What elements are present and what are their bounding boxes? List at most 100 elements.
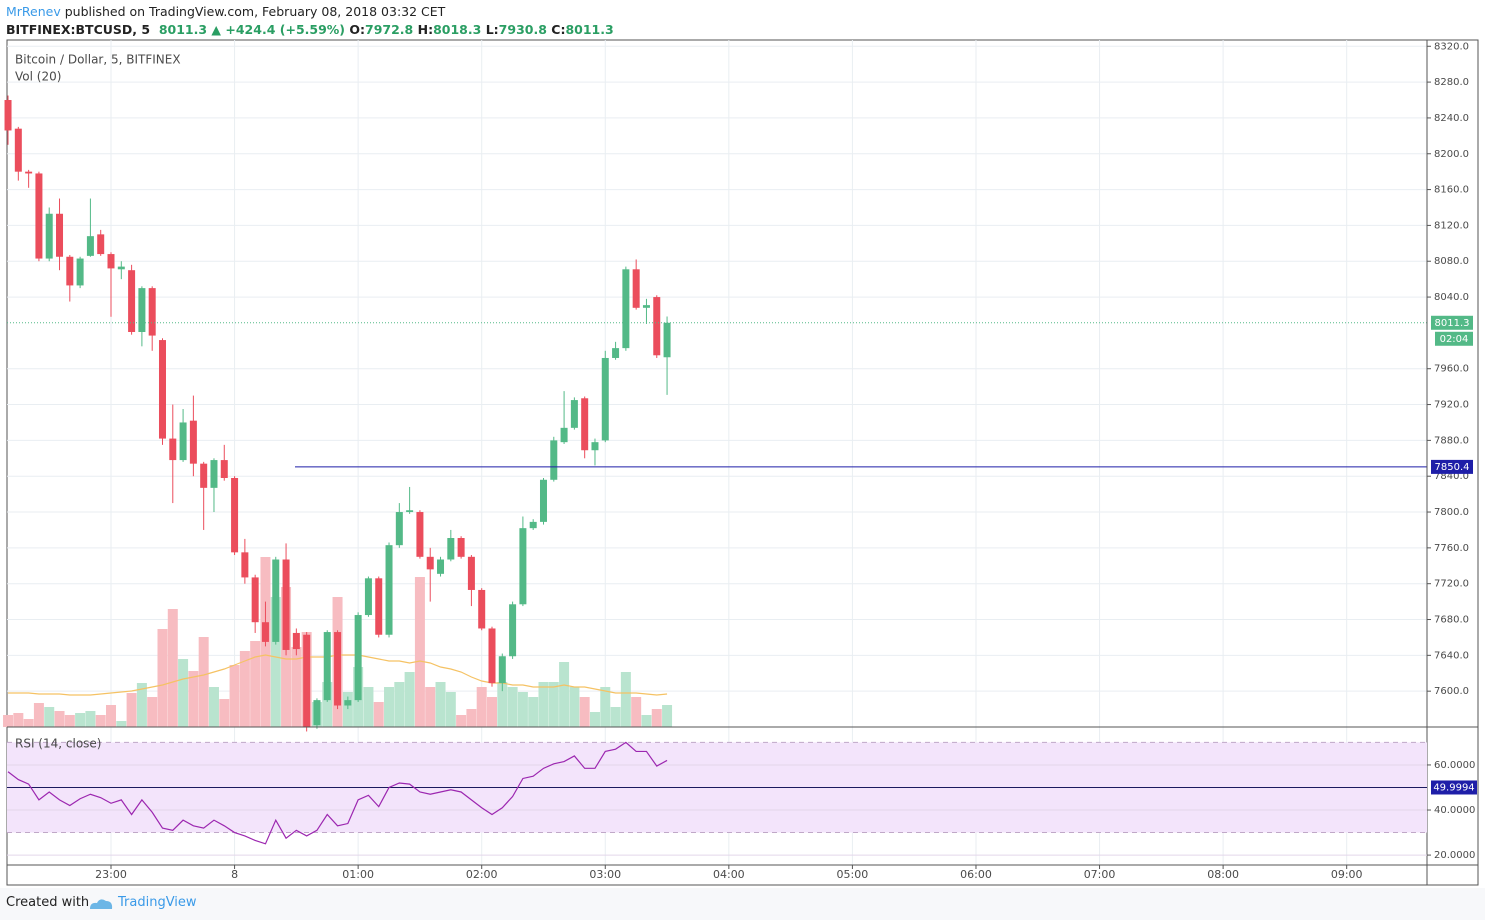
volume-bar <box>270 597 281 727</box>
rsi-tick-label: 60.0000 <box>1434 760 1475 771</box>
volume-bar <box>538 682 549 727</box>
candle-body <box>601 357 609 441</box>
volume-bar <box>620 672 631 727</box>
y-tick-label: 7760.0 <box>1434 543 1469 554</box>
published: published on TradingView.com, February 0… <box>64 4 446 19</box>
candle-body <box>509 604 517 657</box>
footer: Created with TradingView <box>0 888 1485 920</box>
y-tick-label: 8240.0 <box>1434 113 1469 124</box>
volume-bar <box>363 687 374 727</box>
candle-body <box>416 512 424 557</box>
y-tick-label: 8160.0 <box>1434 185 1469 196</box>
candle-body <box>25 171 33 174</box>
candle-body <box>313 700 321 726</box>
candle-body <box>395 512 403 546</box>
candle-body <box>591 442 599 451</box>
y-tick-label: 7960.0 <box>1434 364 1469 375</box>
candle-body <box>117 266 125 270</box>
volume-bar <box>33 703 44 727</box>
candle-body <box>467 556 475 590</box>
candle-body <box>612 348 620 358</box>
y-tick-label: 7840.0 <box>1434 471 1469 482</box>
volume-bar <box>13 713 24 727</box>
y-tick-label: 7800.0 <box>1434 507 1469 518</box>
candle-body <box>169 438 177 461</box>
x-tick-label: 23:00 <box>95 868 127 881</box>
candle-body <box>45 213 53 259</box>
last-price-label: 8011.3 <box>1435 318 1470 329</box>
candle-body <box>642 305 650 308</box>
volume-bar <box>64 715 75 727</box>
y-tick-label: 8040.0 <box>1434 292 1469 303</box>
candle-body <box>189 420 197 464</box>
volume-bar <box>651 709 662 727</box>
candle-body <box>406 510 414 513</box>
candle-body <box>292 632 300 650</box>
candle-body <box>14 128 22 172</box>
countdown: 02:04 <box>1440 334 1469 345</box>
volume-bar <box>167 609 178 727</box>
volume-bar <box>291 647 302 727</box>
y-tick-label: 8080.0 <box>1434 256 1469 267</box>
volume-bar <box>250 641 261 727</box>
y-tick-label: 7600.0 <box>1434 686 1469 697</box>
volume-bar <box>54 711 65 727</box>
l-value: 7930.8 <box>498 22 547 37</box>
h-value: 8018.3 <box>433 22 482 37</box>
candle-body <box>66 256 74 286</box>
x-tick-label: 01:00 <box>342 868 374 881</box>
volume-bar <box>528 697 539 727</box>
candle-body <box>622 269 630 349</box>
y-tick-label: 8120.0 <box>1434 220 1469 231</box>
volume-bar <box>600 687 611 727</box>
volume-bar <box>239 651 250 727</box>
rsi-level-tag <box>1431 780 1477 795</box>
last-price-tag <box>1431 315 1473 330</box>
brand[interactable]: TradingView <box>118 895 197 910</box>
volume-bar <box>3 715 14 727</box>
candle-body <box>375 578 383 635</box>
x-tick-label: 08:00 <box>1207 868 1239 881</box>
volume-bar <box>281 587 292 727</box>
volume-bar <box>517 692 528 727</box>
hline-label: 7850.4 <box>1435 462 1470 473</box>
candle-body <box>550 440 558 480</box>
volume-bar <box>342 692 353 727</box>
y-tick-label: 7640.0 <box>1434 650 1469 661</box>
volume-bar <box>147 697 158 727</box>
volume-bar <box>579 697 590 727</box>
volume-bar <box>95 715 106 727</box>
candle-body <box>385 545 393 635</box>
y-tick-label: 8320.0 <box>1434 41 1469 52</box>
x-tick-label: 09:00 <box>1331 868 1363 881</box>
volume-bar <box>157 629 168 727</box>
volume-bar <box>136 683 147 727</box>
y-tick-label: 7880.0 <box>1434 435 1469 446</box>
o-value: 7972.8 <box>365 22 414 37</box>
symbol: BITFINEX:BTCUSD, 5 <box>6 22 151 37</box>
x-tick-label: 06:00 <box>960 868 992 881</box>
candle-body <box>148 288 156 336</box>
candle-body <box>653 297 661 356</box>
close-price: 8011.3 <box>158 22 208 37</box>
candle-body <box>261 622 269 642</box>
volume-bar <box>631 697 642 727</box>
volume-bar <box>322 682 333 727</box>
candle-body <box>200 463 208 488</box>
volume-bar <box>641 715 652 727</box>
volume-bar <box>456 715 467 727</box>
x-tick-label: 07:00 <box>1084 868 1116 881</box>
candle-body <box>4 100 12 131</box>
author[interactable]: MrRenev <box>6 4 61 19</box>
header-line1: MrRenev published on TradingView.com, Fe… <box>6 4 445 19</box>
candle-body <box>138 288 146 332</box>
rsi-line <box>7 741 668 845</box>
o-label: O: <box>349 22 366 37</box>
candle-body <box>56 213 64 257</box>
candle-body <box>251 577 259 623</box>
candle-body <box>220 460 228 478</box>
volume-bar <box>23 719 34 727</box>
candle-body <box>210 460 218 488</box>
c-value: 8011.3 <box>565 22 614 37</box>
